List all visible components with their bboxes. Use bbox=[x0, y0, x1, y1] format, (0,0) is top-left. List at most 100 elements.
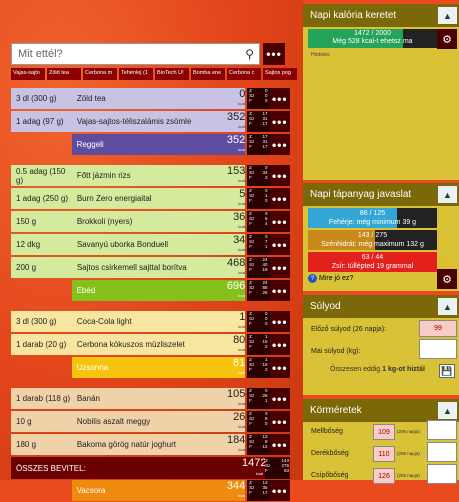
measurement-input[interactable] bbox=[427, 464, 457, 484]
entry-food-name: Cerbona kókuszos müzliszelet bbox=[71, 334, 227, 355]
weight-panel-header: Súlyod ▲ bbox=[303, 295, 459, 318]
collapse-up-icon[interactable]: ▲ bbox=[438, 298, 457, 315]
entry-menu-button[interactable]: ••• bbox=[269, 434, 290, 455]
food-entry-row[interactable]: 1 darab (20 g) Cerbona kókuszos müzliszel… bbox=[11, 333, 290, 356]
total-intake-row: ÖSSZES BEVITEL: 1472 kcal Z 143 Sz 275 F 63 bbox=[11, 457, 290, 479]
meal-menu-button[interactable]: ••• bbox=[269, 280, 290, 301]
entry-quantity: 180 g bbox=[11, 434, 72, 455]
food-entry-row[interactable]: 1 darab (118 g) Banán 105 kcal Z 0 Sz 26 F 1 ••• bbox=[11, 387, 290, 410]
calorie-remaining: Még 528 kcal-t ehetsz ma bbox=[332, 38, 413, 45]
macro-summary: Z 0 Sz 6 F 4 bbox=[247, 211, 270, 232]
macro-summary: Z 1 Sz 15 F 2 bbox=[247, 334, 270, 355]
ad-label: Hirdetés bbox=[311, 52, 330, 58]
meal-menu-button[interactable]: ••• bbox=[269, 134, 290, 155]
entry-food-name: Brokkoli (nyers) bbox=[71, 211, 227, 232]
food-entry-row[interactable]: 0.5 adag (150 g) Főtt jázmin rizs 153 kcal Z… bbox=[11, 164, 290, 187]
collapse-up-icon[interactable]: ▲ bbox=[438, 7, 457, 24]
food-entry-row[interactable]: 10 g Nobilis aszalt meggy 26 kcal Z 0 Sz 6 F 0 ••• bbox=[11, 410, 290, 433]
meal-header-row[interactable]: Vacsora 344 kcal Z 13 Sz 35 F 17 ••• bbox=[11, 479, 290, 502]
entry-menu-button[interactable]: ••• bbox=[269, 388, 290, 409]
calorie-progress-bar: 1472 / 2000 Még 528 kcal-t ehetsz ma bbox=[308, 29, 437, 48]
prev-weight-value: 99 bbox=[419, 320, 457, 337]
macro-summary: Z 24 Sz 40 F 18 bbox=[247, 257, 270, 278]
measurement-input[interactable] bbox=[427, 420, 457, 440]
entry-menu-button[interactable]: ••• bbox=[269, 311, 290, 332]
food-search-input[interactable]: Mit ettél? ⚲ bbox=[11, 43, 260, 65]
entry-menu-button[interactable]: ••• bbox=[269, 334, 290, 355]
entry-menu-button[interactable]: ••• bbox=[269, 411, 290, 432]
entry-kcal: 5 kcal bbox=[226, 188, 246, 209]
today-weight-input[interactable] bbox=[419, 339, 457, 359]
calorie-settings-gear-icon[interactable]: ⚙ bbox=[437, 29, 457, 49]
recent-food-chip[interactable]: Zöld tea bbox=[47, 68, 81, 80]
entry-menu-button[interactable]: ••• bbox=[269, 111, 290, 132]
weight-panel: Súlyod ▲ Előző súlyod (26 napja): 99 Mai… bbox=[303, 295, 459, 395]
recent-food-chip[interactable]: Tehénlej (1 bbox=[119, 68, 153, 80]
entry-quantity: 1 adag (250 g) bbox=[11, 188, 72, 209]
entry-food-name: Zöld tea bbox=[71, 88, 227, 109]
measurement-value: 110 bbox=[373, 446, 395, 462]
help-link[interactable]: ? Mire jó ez? bbox=[308, 274, 459, 283]
food-entry-row[interactable]: 180 g Bakoma görög natúr joghurt 184 kcal Z 1… bbox=[11, 433, 290, 456]
calorie-value: 1472 / 2000 bbox=[354, 30, 391, 37]
entry-menu-button[interactable]: ••• bbox=[269, 211, 290, 232]
meal-macro-summary: Z 13 Sz 35 F 17 bbox=[247, 480, 270, 501]
recent-food-chip[interactable]: BioTech U! bbox=[155, 68, 189, 80]
food-entry-row[interactable]: 3 dl (300 g) Coca-Cola light 1 kcal Z 0 Sz 0 F 0 •… bbox=[11, 310, 290, 333]
meal-header-row[interactable]: Ebéd 696 kcal Z 24 Sz 88 F 26 ••• bbox=[11, 279, 290, 302]
entry-kcal: 26 kcal bbox=[226, 411, 246, 432]
weight-panel-title: Súlyod bbox=[310, 301, 341, 312]
food-entry-row[interactable]: 1 adag (250 g) Burn Zero energiaital 5 kcal… bbox=[11, 187, 290, 210]
macro-summary: Z 0 Sz 0 F 0 bbox=[247, 88, 270, 109]
entry-menu-button[interactable]: ••• bbox=[269, 257, 290, 278]
entry-menu-button[interactable]: ••• bbox=[269, 234, 290, 255]
recent-food-chip[interactable]: Cerbona c bbox=[227, 68, 261, 80]
measurement-value: 109 bbox=[373, 424, 395, 440]
meal-macro-summary: Z 24 Sz 88 F 26 bbox=[247, 280, 270, 301]
entry-kcal: 36 kcal bbox=[226, 211, 246, 232]
macro-summary: Z 0 Sz 26 F 1 bbox=[247, 388, 270, 409]
recent-food-chip[interactable]: Cerbona m bbox=[83, 68, 117, 80]
meal-kcal: 344 kcal bbox=[226, 480, 246, 501]
measurement-row: Derékbőség 110 (206 napja) bbox=[303, 442, 459, 466]
calorie-panel-title: Napi kalória keretet bbox=[310, 10, 397, 21]
meal-menu-button[interactable]: ••• bbox=[269, 480, 290, 501]
measurements-panel-title: Körméretek bbox=[310, 405, 362, 416]
recent-food-chip[interactable]: Bomba ene bbox=[191, 68, 225, 80]
entry-food-name: Bakoma görög natúr joghurt bbox=[71, 434, 227, 455]
entry-quantity: 3 dl (300 g) bbox=[11, 88, 72, 109]
meal-label: Ebéd bbox=[71, 280, 227, 301]
nutrient-settings-gear-icon[interactable]: ⚙ bbox=[437, 269, 457, 289]
search-icon[interactable]: ⚲ bbox=[245, 47, 254, 61]
entry-menu-button[interactable]: ••• bbox=[269, 165, 290, 186]
collapse-up-icon[interactable]: ▲ bbox=[438, 402, 457, 419]
entry-quantity: 200 g bbox=[11, 257, 72, 278]
food-entry-row[interactable]: 12 dkg Savanyú uborka Bonduell 34 kcal Z 0 Sz 7… bbox=[11, 233, 290, 256]
entry-menu-button[interactable]: ••• bbox=[269, 88, 290, 109]
recent-foods-bar: Vajas-sajto Zöld tea Cerbona m Tehénlej (1 B… bbox=[11, 68, 299, 80]
food-entry-row[interactable]: 150 g Brokkoli (nyers) 36 kcal Z 0 Sz 6 F 4 ••• bbox=[11, 210, 290, 233]
recent-food-chip[interactable]: Sajtos pog bbox=[263, 68, 297, 80]
entry-menu-button[interactable]: ••• bbox=[269, 188, 290, 209]
calorie-panel-header: Napi kalória keretet ▲ bbox=[303, 4, 459, 27]
meal-header-row[interactable]: Reggeli 352 kcal Z 17 Sz 31 F 17 ••• bbox=[11, 133, 290, 156]
recent-food-chip[interactable]: Vajas-sajto bbox=[11, 68, 45, 80]
collapse-up-icon[interactable]: ▲ bbox=[438, 186, 457, 203]
meal-kcal: 352 kcal bbox=[226, 134, 246, 155]
total-kcal: 1472 kcal bbox=[242, 456, 267, 476]
meal-header-row[interactable]: Uzsonna 81 kcal Z 1 Sz 15 F 2 ••• bbox=[11, 356, 290, 379]
entry-kcal: 80 kcal bbox=[226, 334, 246, 355]
save-weight-icon[interactable]: 💾 bbox=[439, 364, 455, 378]
food-entry-row[interactable]: 1 adag (97 g) Vajas-sajtos-téliszalámis z… bbox=[11, 110, 290, 133]
nutrient-bar: 63 / 44 Zsír: túllépted 19 grammal ☺ bbox=[308, 252, 451, 272]
macro-summary: Z 0 Sz 0 F 0 bbox=[247, 311, 270, 332]
search-menu-button[interactable]: ••• bbox=[263, 43, 285, 65]
measurement-input[interactable] bbox=[427, 442, 457, 462]
entry-food-name: Sajtos csirkemell sajttal borítva bbox=[71, 257, 227, 278]
food-entry-row[interactable]: 3 dl (300 g) Zöld tea 0 kcal Z 0 Sz 0 F 0 ••• bbox=[11, 87, 290, 110]
food-entry-row[interactable]: 200 g Sajtos csirkemell sajttal borítva 46… bbox=[11, 256, 290, 279]
entry-kcal: 34 kcal bbox=[226, 234, 246, 255]
search-placeholder: Mit ettél? bbox=[18, 48, 63, 60]
meal-menu-button[interactable]: ••• bbox=[269, 357, 290, 378]
nutrient-panel-title: Napi tápanyag javaslat bbox=[310, 189, 412, 200]
